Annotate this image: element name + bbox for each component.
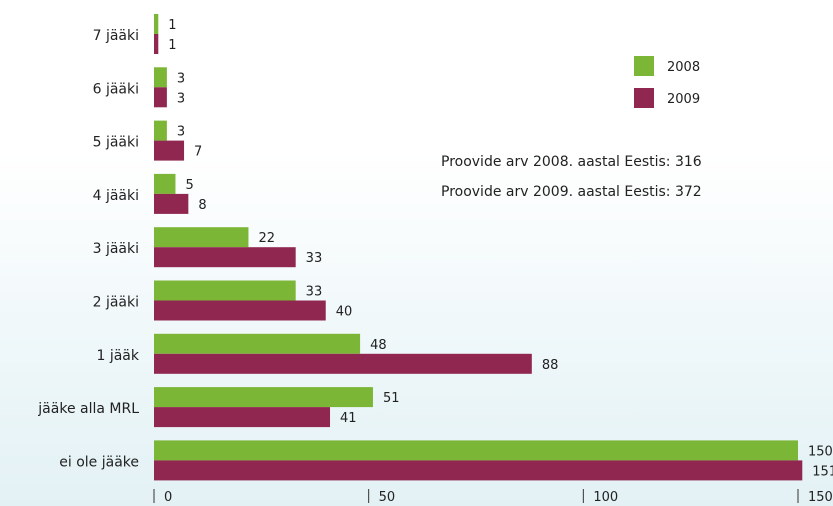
value-label-2008-2-jääki: 33 xyxy=(306,285,323,300)
bar-2008-5-jääki xyxy=(154,120,167,141)
value-label-2009-4-jääki: 8 xyxy=(198,198,206,213)
bars-group xyxy=(154,14,803,481)
x-tick-label-0: 0 xyxy=(164,490,172,505)
bar-2008-6-jääki xyxy=(154,67,167,88)
value-label-2008-ei-ole-jääke: 150 xyxy=(808,444,833,459)
bar-2009-3-jääki xyxy=(154,247,296,268)
value-label-2009-1-jääk: 88 xyxy=(542,358,559,373)
bar-2008-4-jääki xyxy=(154,173,176,194)
value-label-2009-5-jääki: 7 xyxy=(194,145,202,160)
value-label-2009-ei-ole-jääke: 151 xyxy=(812,464,833,479)
value-label-2008-5-jääki: 3 xyxy=(177,125,185,140)
category-label-2-jääki: 2 jääki xyxy=(93,295,139,311)
value-label-2008-4-jääki: 5 xyxy=(185,178,193,193)
annotation-2: Proovide arv 2009. aastal Eestis: 372 xyxy=(441,184,702,200)
bar-2008-jääke-alla-MRL xyxy=(154,387,373,408)
value-label-2009-7-jääki: 1 xyxy=(168,38,176,53)
bar-2008-ei-ole-jääke xyxy=(154,440,798,461)
legend-swatch-2008 xyxy=(634,56,654,76)
category-label-ei-ole-jääke: ei ole jääke xyxy=(59,454,139,470)
legend: 2008 2009 xyxy=(634,56,700,108)
category-label-jääke-alla-MRL: jääke alla MRL xyxy=(37,401,139,417)
x-tick-label-150: 150 xyxy=(808,490,833,505)
category-label-4-jääki: 4 jääki xyxy=(93,188,139,204)
x-tick-label-50: 50 xyxy=(379,490,396,505)
category-label-5-jääki: 5 jääki xyxy=(93,135,139,151)
bar-2009-jääke-alla-MRL xyxy=(154,407,331,428)
value-label-2009-jääke-alla-MRL: 41 xyxy=(340,411,357,426)
x-axis: 0 50 100 150 xyxy=(153,489,833,505)
legend-swatch-2009 xyxy=(634,88,654,108)
bar-2009-7-jääki xyxy=(154,34,159,54)
bar-2008-2-jääki xyxy=(154,280,296,301)
value-label-2008-jääke-alla-MRL: 51 xyxy=(383,391,400,406)
bar-2009-ei-ole-jääke xyxy=(154,460,803,481)
value-label-2008-3-jääki: 22 xyxy=(258,231,275,246)
annotations: Proovide arv 2008. aastal Eestis: 316 Pro… xyxy=(441,154,702,200)
legend-label-2009: 2009 xyxy=(667,92,700,107)
bar-2008-1-jääk xyxy=(154,333,361,354)
value-label-2009-6-jääki: 3 xyxy=(177,91,185,106)
category-label-6-jääki: 6 jääki xyxy=(93,81,139,97)
category-labels: 7 jääki 6 jääki 5 jääki 4 jääki 3 jääki 2 jää… xyxy=(37,28,140,470)
bar-2009-4-jääki xyxy=(154,193,189,214)
category-label-3-jääki: 3 jääki xyxy=(93,241,139,257)
bar-2009-5-jääki xyxy=(154,140,185,161)
bar-2009-6-jääki xyxy=(154,87,167,108)
value-label-2009-3-jääki: 33 xyxy=(306,251,323,266)
bar-2009-2-jääki xyxy=(154,300,326,321)
category-label-7-jääki: 7 jääki xyxy=(93,28,139,44)
legend-label-2008: 2008 xyxy=(667,60,700,75)
bar-2008-3-jääki xyxy=(154,227,249,248)
x-tick-label-100: 100 xyxy=(593,490,618,505)
bar-2008-7-jääki xyxy=(154,14,159,34)
bar-2009-1-jääk xyxy=(154,353,532,374)
value-label-2008-7-jääki: 1 xyxy=(168,18,176,33)
value-label-2008-1-jääk: 48 xyxy=(370,338,387,353)
category-label-1-jääk: 1 jääk xyxy=(96,348,139,364)
annotation-1: Proovide arv 2008. aastal Eestis: 316 xyxy=(441,154,702,170)
value-label-2008-6-jääki: 3 xyxy=(177,71,185,86)
value-label-2009-2-jääki: 40 xyxy=(336,305,353,320)
